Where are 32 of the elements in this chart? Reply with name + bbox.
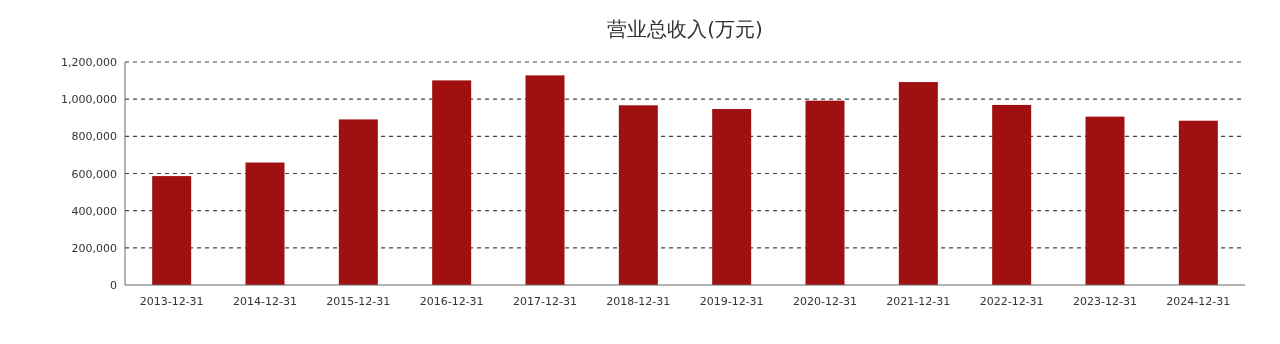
x-tick-label: 2024-12-31 [1166,295,1231,308]
y-tick-label: 400,000 [71,204,117,218]
x-tick-label: 2017-12-31 [513,295,577,308]
x-tick-label: 2020-12-31 [793,295,857,308]
bar [525,75,565,285]
x-tick-label: 2019-12-31 [699,295,764,308]
chart-title: 营业总收入(万元) [607,17,763,41]
bar [1085,116,1125,285]
x-tick-label: 2018-12-31 [606,295,671,308]
y-tick-label: 1,200,000 [61,56,117,69]
x-tick-label: 2016-12-31 [419,295,484,308]
bar [245,162,285,285]
x-tick-label: 2015-12-31 [326,295,391,308]
bar [1178,120,1218,285]
bar [432,80,472,285]
bar [992,104,1032,285]
bar [618,105,658,285]
y-tick-label: 0 [110,279,117,292]
y-tick-label: 800,000 [71,130,117,144]
y-tick-label: 200,000 [71,241,117,255]
x-tick-label: 2013-12-31 [139,295,204,308]
y-tick-label: 600,000 [71,167,117,181]
x-tick-label: 2014-12-31 [233,295,297,308]
bar [898,82,938,285]
x-tick-label: 2022-12-31 [979,295,1044,308]
bar [152,176,192,285]
bar [338,119,378,285]
y-tick-label: 1,000,000 [61,93,117,107]
bar [805,100,845,285]
x-tick-label: 2021-12-31 [886,295,951,308]
x-tick-label: 2023-12-31 [1073,295,1137,308]
bar [712,109,752,285]
